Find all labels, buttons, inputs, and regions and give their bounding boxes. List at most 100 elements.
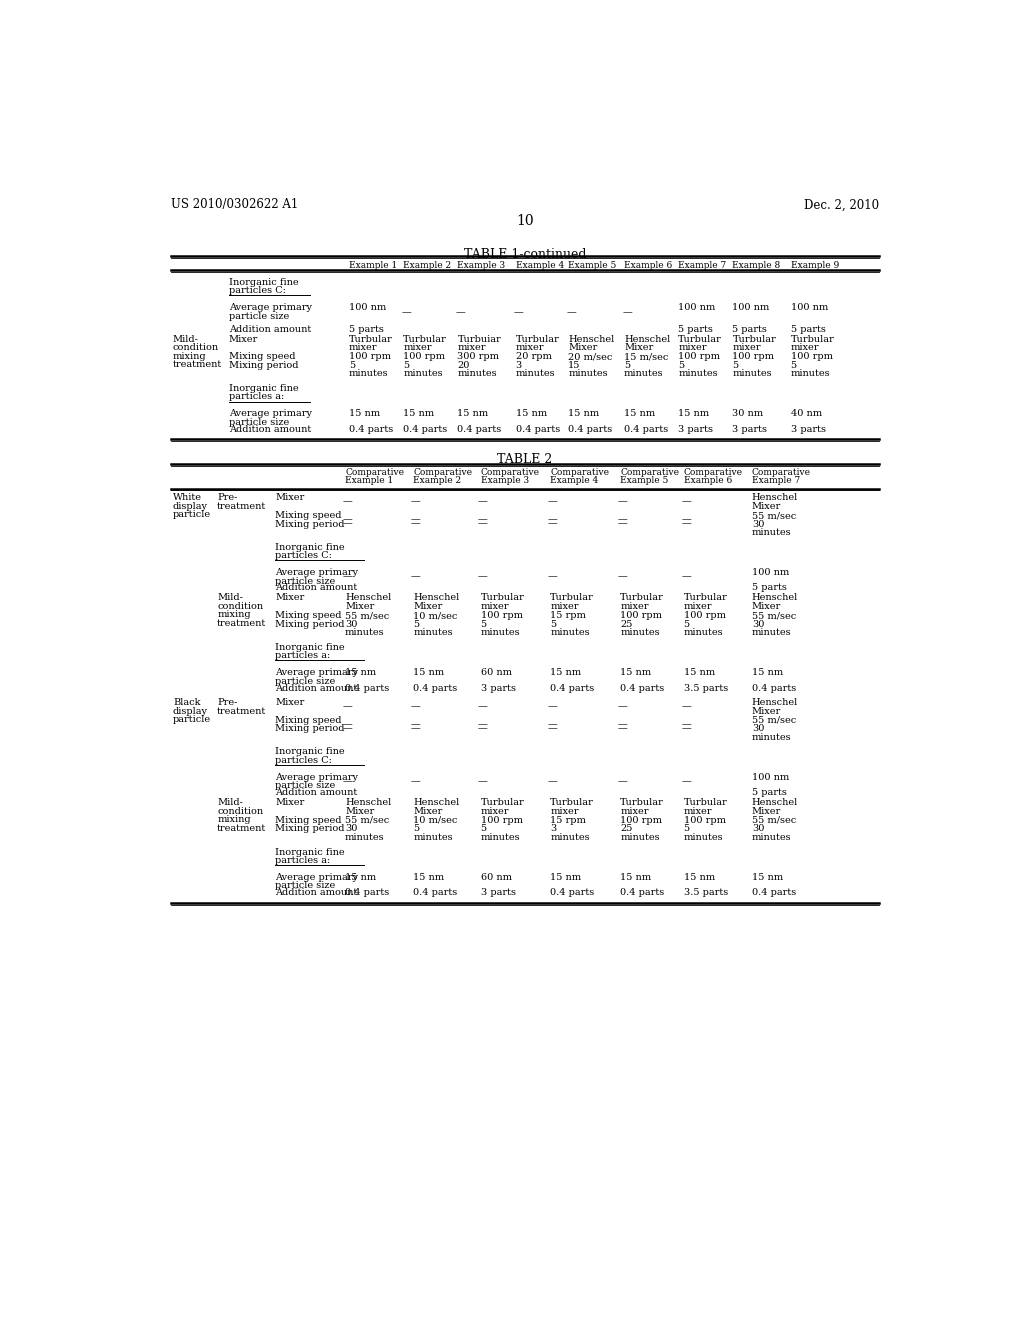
Text: —: — [681,520,691,528]
Text: particle size: particle size [275,577,336,586]
Text: 15 nm: 15 nm [624,409,655,418]
Text: 15 nm: 15 nm [678,409,710,418]
Text: 15 m/sec: 15 m/sec [624,352,669,362]
Text: minutes: minutes [621,833,659,842]
Text: 0.4 parts: 0.4 parts [752,684,796,693]
Text: Mixing speed: Mixing speed [275,816,342,825]
Text: 100 nm: 100 nm [752,774,790,781]
Text: Example 3: Example 3 [458,261,506,269]
Text: 55 m/sec: 55 m/sec [752,715,796,725]
Text: Mixer: Mixer [275,494,304,503]
Text: minutes: minutes [550,628,590,638]
Text: 0.4 parts: 0.4 parts [414,888,458,898]
Text: —: — [411,776,421,785]
Text: —: — [548,520,558,528]
Text: 5: 5 [550,619,556,628]
Text: mixer: mixer [684,807,712,816]
Text: Example 7: Example 7 [752,477,800,486]
Text: Example 4: Example 4 [515,261,564,269]
Text: 5: 5 [480,825,486,833]
Text: 3 parts: 3 parts [480,888,516,898]
Text: —: — [411,702,421,711]
Text: —: — [548,725,558,734]
Text: minutes: minutes [624,370,664,379]
Text: Mixer: Mixer [752,502,781,511]
Text: Henschel: Henschel [345,799,391,808]
Text: minutes: minutes [550,833,590,842]
Text: Turbuiar: Turbuiar [458,335,501,343]
Text: Example 7: Example 7 [678,261,726,269]
Text: 15 nm: 15 nm [458,409,488,418]
Text: Comparative: Comparative [414,469,472,477]
Text: 0.4 parts: 0.4 parts [403,425,447,434]
Text: —: — [681,725,691,734]
Text: minutes: minutes [480,628,520,638]
Text: minutes: minutes [345,833,385,842]
Text: —: — [548,776,558,785]
Text: mixer: mixer [480,807,509,816]
Text: 5: 5 [414,825,419,833]
Text: Example 3: Example 3 [480,477,528,486]
Text: Mixing period: Mixing period [275,520,345,528]
Text: Henschel: Henschel [414,799,460,808]
Text: Henschel: Henschel [414,594,460,602]
Text: condition: condition [217,807,263,816]
Text: Inorganic fine: Inorganic fine [275,747,345,756]
Text: 0.4 parts: 0.4 parts [458,425,502,434]
Text: 100 rpm: 100 rpm [621,611,663,620]
Text: —: — [456,309,465,318]
Text: particle size: particle size [228,418,289,426]
Text: minutes: minutes [732,370,772,379]
Text: 100 rpm: 100 rpm [349,352,391,362]
Text: —: — [623,309,632,318]
Text: treatment: treatment [217,824,266,833]
Text: treatment: treatment [217,706,266,715]
Text: —: — [411,719,421,729]
Text: White: White [173,494,202,503]
Text: —: — [411,572,421,581]
Text: Turbular: Turbular [349,335,392,343]
Text: 10 m/sec: 10 m/sec [414,611,458,620]
Text: particles a:: particles a: [275,651,331,660]
Text: —: — [478,702,487,711]
Text: Mixer: Mixer [275,594,304,602]
Text: 30: 30 [752,725,764,734]
Text: Mixer: Mixer [228,335,258,343]
Text: Pre-: Pre- [217,698,238,708]
Text: 0.4 parts: 0.4 parts [752,888,796,898]
Text: mixing: mixing [217,816,251,824]
Text: —: — [342,725,352,734]
Text: —: — [478,725,487,734]
Text: 55 m/sec: 55 m/sec [345,611,389,620]
Text: Turbular: Turbular [550,594,594,602]
Text: —: — [478,719,487,729]
Text: 15 nm: 15 nm [349,409,380,418]
Text: Mixing period: Mixing period [275,619,345,628]
Text: 100 nm: 100 nm [732,304,770,312]
Text: —: — [411,498,421,506]
Text: Average primary: Average primary [228,409,311,418]
Text: Inorganic fine: Inorganic fine [275,847,345,857]
Text: 100 nm: 100 nm [752,568,790,577]
Text: 5 parts: 5 parts [678,325,713,334]
Text: —: — [548,515,558,524]
Text: minutes: minutes [345,628,385,638]
Text: 15 nm: 15 nm [550,668,582,677]
Text: —: — [478,572,487,581]
Text: 5 parts: 5 parts [752,788,786,797]
Text: 5: 5 [480,619,486,628]
Text: minutes: minutes [752,833,792,842]
Text: particles C:: particles C: [228,286,286,296]
Text: Mixing period: Mixing period [275,725,345,734]
Text: Average primary: Average primary [275,568,358,577]
Text: Inorganic fine: Inorganic fine [228,384,298,393]
Text: particles C:: particles C: [275,552,332,560]
Text: 0.4 parts: 0.4 parts [621,684,665,693]
Text: 15 rpm: 15 rpm [550,816,587,825]
Text: treatment: treatment [217,619,266,628]
Text: Example 2: Example 2 [403,261,452,269]
Text: Inorganic fine: Inorganic fine [228,277,298,286]
Text: Mild-: Mild- [217,594,243,602]
Text: 15 nm: 15 nm [403,409,434,418]
Text: Mixer: Mixer [752,706,781,715]
